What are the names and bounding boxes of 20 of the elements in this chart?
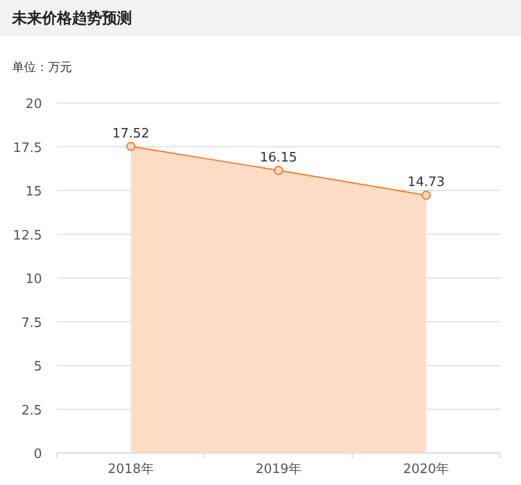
y-tick-label: 5 — [34, 360, 42, 374]
y-tick-label: 15 — [25, 184, 42, 200]
chart-subtitle: 单位：万元 — [12, 60, 72, 74]
y-tick-label: 10 — [25, 272, 42, 287]
x-tick-label: 2018年 — [108, 462, 154, 477]
y-tick-label: 17.5 — [13, 140, 42, 156]
y-tick-label: 12.5 — [13, 228, 42, 244]
point — [274, 166, 284, 175]
data-label: 17.52 — [112, 126, 150, 142]
point — [422, 190, 431, 200]
point — [126, 142, 136, 151]
data-label: 14.73 — [408, 175, 445, 190]
y-tick-label: 7.5 — [21, 316, 42, 331]
y-tick-label: 2.5 — [21, 403, 42, 418]
x-tick-label: 2020年 — [403, 462, 450, 477]
data-label: 16.15 — [260, 150, 298, 166]
x-tick-label: 2019年 — [255, 462, 302, 477]
y-tick-label: 20 — [25, 97, 42, 112]
y-tick-label: 0 — [34, 447, 42, 462]
chart-title: 未来价格趋势预测 — [11, 9, 132, 27]
